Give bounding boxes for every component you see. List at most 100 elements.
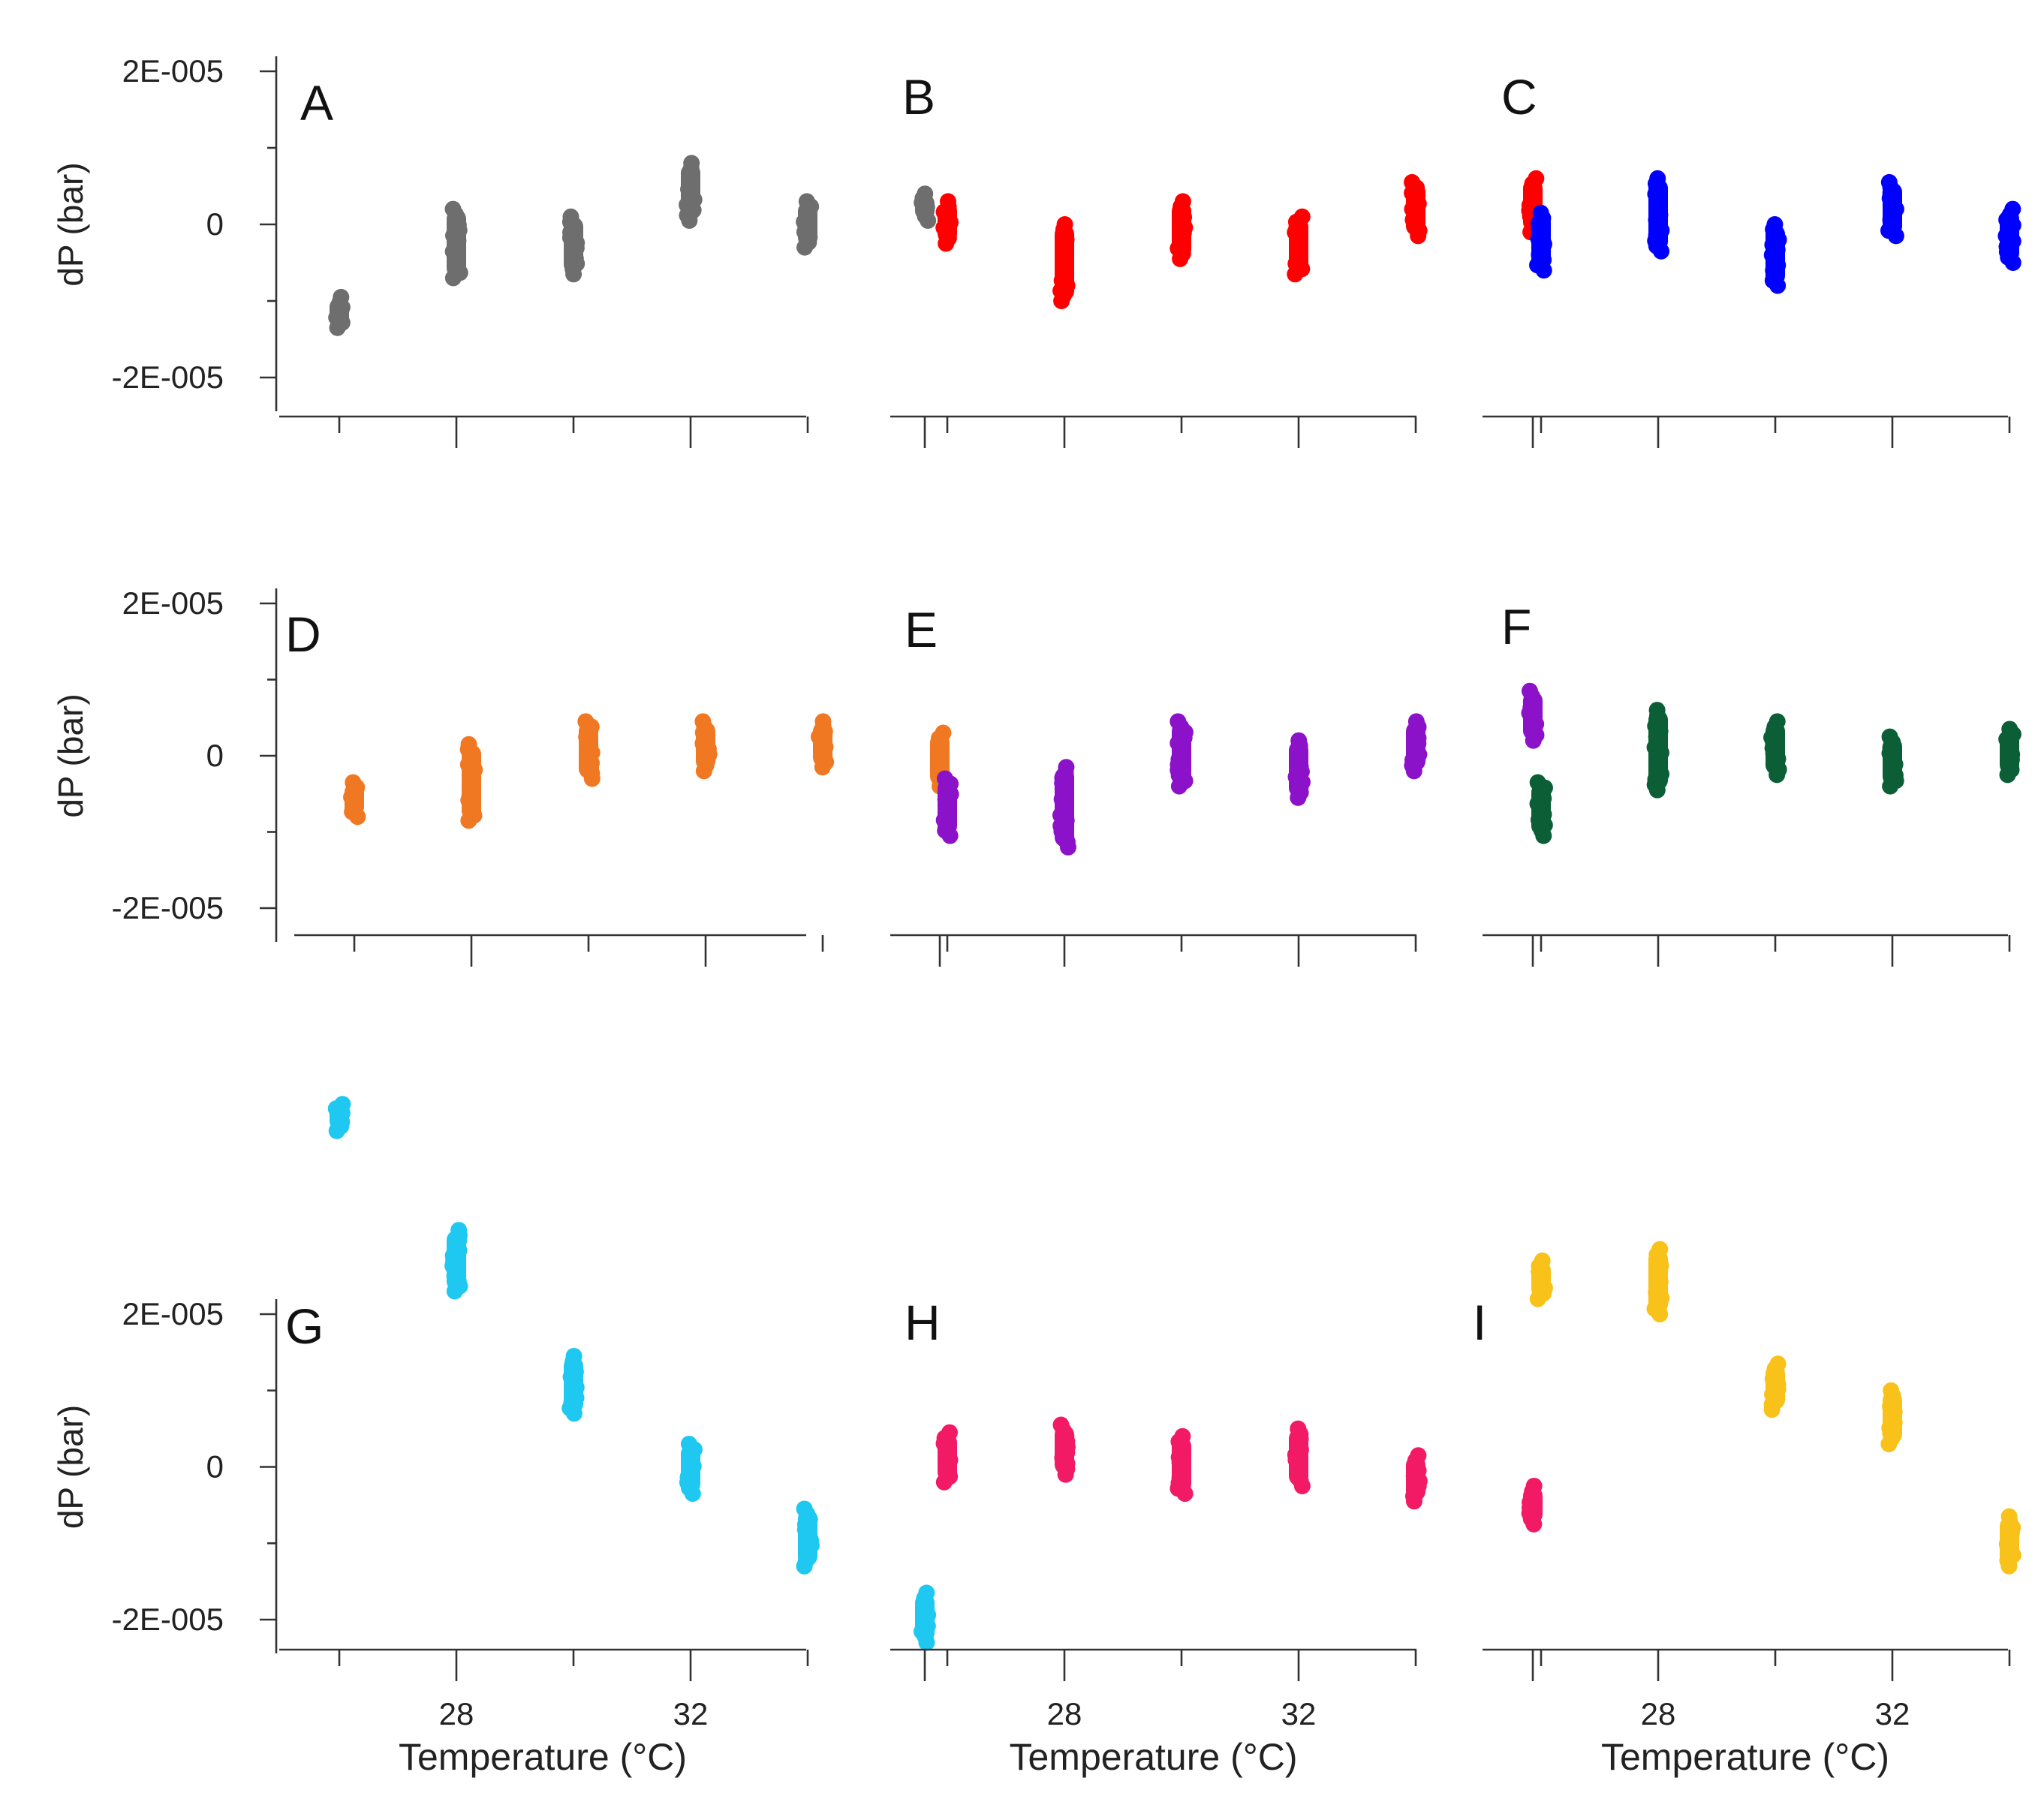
data-point <box>1405 1493 1422 1510</box>
data-cluster <box>1170 713 1194 795</box>
data-cluster <box>343 774 366 826</box>
data-point <box>1059 838 1076 856</box>
data-cluster <box>1052 1416 1076 1483</box>
panel-label-d: D <box>285 606 321 662</box>
data-cluster <box>1647 170 1670 260</box>
data-cluster <box>694 713 718 780</box>
data-point <box>1648 781 1666 799</box>
panel-c: C <box>1483 69 2021 448</box>
data-point <box>796 1557 813 1575</box>
y-tick-label: 2E-005 <box>122 1296 224 1331</box>
data-cluster <box>796 1500 820 1575</box>
data-point <box>1653 242 1670 260</box>
data-point <box>684 1485 701 1503</box>
panel-label-i: I <box>1473 1295 1486 1350</box>
y-axis-label: dP (bar) <box>51 1405 90 1529</box>
y-tick-label: 0 <box>206 1449 224 1485</box>
data-cluster <box>1287 1420 1311 1494</box>
data-point <box>1763 1401 1781 1418</box>
x-tick-label: 28 <box>439 1696 474 1731</box>
data-cluster <box>1646 1241 1670 1322</box>
data-point <box>681 212 698 229</box>
data-cluster <box>1170 193 1194 267</box>
data-point <box>329 319 346 336</box>
data-point <box>935 1473 953 1491</box>
data-point <box>695 763 712 780</box>
x-tick-label: 32 <box>1875 1696 1910 1731</box>
data-point <box>920 212 937 229</box>
data-cluster <box>1529 774 1553 844</box>
panel-b: B <box>890 69 1545 448</box>
data-point <box>1176 1485 1194 1503</box>
data-cluster <box>1170 1427 1194 1503</box>
data-cluster <box>577 713 601 787</box>
data-cluster <box>561 208 586 283</box>
x-tick-label: 28 <box>1641 1696 1676 1731</box>
data-point <box>1525 732 1542 749</box>
data-point <box>1882 778 1899 795</box>
panel-label-a: A <box>300 75 333 131</box>
data-cluster <box>811 713 835 776</box>
y-tick-label: -2E-005 <box>112 1602 224 1637</box>
data-cluster <box>1880 173 1904 245</box>
y-tick-label: -2E-005 <box>112 890 224 925</box>
y-axis-label: dP (bar) <box>51 693 90 817</box>
data-cluster <box>1763 216 1787 294</box>
data-cluster <box>1646 702 1670 799</box>
panel-label-e: E <box>905 602 938 657</box>
data-cluster <box>444 200 468 287</box>
panel-label-c: C <box>1501 69 1537 125</box>
y-tick-label: 0 <box>206 206 224 242</box>
panel-f: F <box>1483 599 2021 967</box>
x-axis-label: Temperature (°C) <box>1601 1736 1889 1778</box>
data-point <box>2000 1557 2018 1575</box>
data-cluster <box>1404 713 1428 780</box>
data-point <box>328 1122 345 1139</box>
data-cluster <box>1529 1252 1553 1307</box>
y-tick-label: 2E-005 <box>122 53 224 89</box>
data-cluster <box>1998 1508 2021 1575</box>
x-tick-label: 28 <box>1047 1696 1082 1731</box>
data-point <box>349 808 366 826</box>
data-cluster <box>1529 204 1552 279</box>
data-cluster <box>1287 208 1311 283</box>
panel-label-b: B <box>902 69 935 125</box>
data-point <box>1651 1306 1669 1322</box>
data-cluster <box>327 1096 351 1139</box>
data-point <box>1287 266 1304 283</box>
x-axis-label: Temperature (°C) <box>1010 1736 1298 1778</box>
data-point <box>938 235 955 252</box>
data-point <box>1405 763 1422 780</box>
data-cluster <box>1052 216 1076 309</box>
data-point <box>1410 227 1427 245</box>
x-tick-label: 32 <box>1281 1696 1317 1731</box>
data-point <box>444 269 462 287</box>
data-point <box>1290 789 1307 806</box>
x-tick-label: 32 <box>673 1696 709 1731</box>
data-cluster <box>1763 1355 1787 1418</box>
data-point <box>2004 254 2021 271</box>
panel-label-f: F <box>1501 599 1531 654</box>
data-cluster <box>935 193 959 252</box>
data-point <box>1525 1515 1543 1533</box>
panel-e: E <box>890 602 1545 967</box>
data-point <box>1769 766 1786 784</box>
data-cluster <box>1998 720 2021 784</box>
panel-a: A 2E-005 0 -2E-005 dP (bar) <box>51 53 937 448</box>
data-cluster <box>444 1222 468 1300</box>
data-cluster <box>1521 682 1545 749</box>
data-cluster <box>1881 728 1904 795</box>
data-point <box>460 812 477 829</box>
data-cluster <box>1404 1447 1428 1510</box>
data-cluster <box>679 155 703 229</box>
data-point <box>1535 262 1552 279</box>
data-cluster <box>1521 1477 1543 1533</box>
panel-label-h: H <box>905 1295 941 1350</box>
data-cluster <box>1763 713 1787 784</box>
data-point <box>1170 778 1188 795</box>
panel-h: H 28 32 Temperature (°C) <box>890 1295 1543 1778</box>
data-point <box>565 1405 582 1422</box>
data-point <box>1057 1466 1074 1483</box>
panel-label-g: G <box>285 1298 324 1354</box>
